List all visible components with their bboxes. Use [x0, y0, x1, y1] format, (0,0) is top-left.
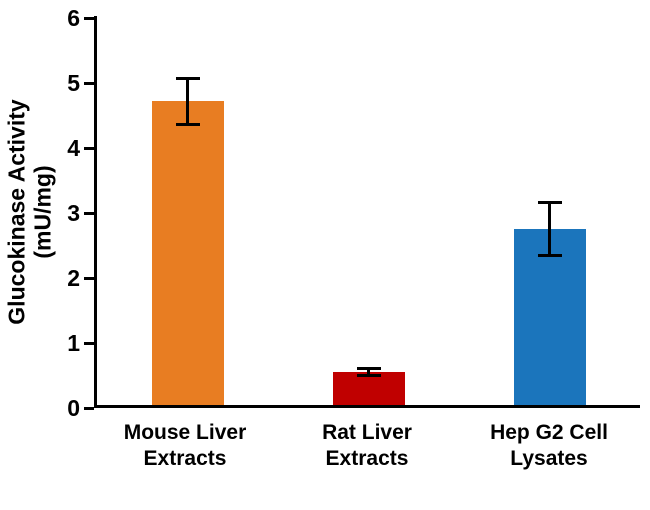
bar-hep-g2-cell-lysates [513, 229, 586, 408]
y-tick-label-5: 5 [67, 70, 80, 96]
bar-slot-hep-g2-cell-lysates [459, 18, 640, 408]
y-tick-5 [84, 81, 94, 85]
bars-group [97, 18, 640, 408]
x-category-label-rat-liver-extracts-line-1: Rat Liver [322, 421, 412, 444]
y-tick-label-4: 4 [67, 135, 80, 161]
x-axis-line [94, 405, 640, 408]
error-bar-cap-bottom [175, 122, 200, 126]
error-bar-line [186, 76, 189, 126]
error-bar-rat-liver-extracts [356, 367, 381, 378]
plot-wrapper: 0 1 2 3 4 5 6 Mouse Liver Extracts Rat Liver Extr… [48, 0, 650, 510]
x-category-label-mouse-liver-extracts: Mouse Liver Extracts [94, 420, 276, 473]
bar-rat-liver-extracts [332, 372, 405, 408]
y-axis-line [94, 16, 97, 408]
y-tick-label-3: 3 [67, 200, 80, 226]
error-bar-hep-g2-cell-lysates [537, 201, 562, 258]
x-category-label-hep-g2-cell-lysates-line-2: Lysates [510, 447, 588, 471]
y-axis-title-column: Glucokinase Activity (mU/mg) [0, 0, 56, 510]
y-tick-2 [84, 276, 94, 280]
bar-mouse-liver-extracts [151, 101, 224, 408]
x-category-label-rat-liver-extracts: Rat Liver Extracts [276, 420, 458, 473]
x-category-label-mouse-liver-extracts-line-2: Extracts [143, 447, 227, 471]
y-tick-label-6: 6 [67, 5, 80, 31]
y-tick-1 [84, 341, 94, 345]
error-bar-cap-bottom [537, 254, 562, 258]
y-tick-label-1: 1 [67, 330, 80, 356]
x-category-label-mouse-liver-extracts-line-1: Mouse Liver [123, 421, 247, 444]
plot-area: 0 1 2 3 4 5 6 [67, 5, 640, 421]
error-bar-line [548, 201, 551, 258]
y-tick-label-0: 0 [67, 395, 80, 421]
x-axis-category-labels: Mouse Liver Extracts Rat Liver Extracts Hep … [94, 408, 640, 473]
error-bar-cap-bottom [356, 374, 381, 378]
bar-slot-rat-liver-extracts [278, 18, 459, 408]
y-tick-label-2: 2 [67, 265, 80, 291]
error-bar-mouse-liver-extracts [175, 76, 200, 126]
y-tick-0 [84, 406, 94, 410]
x-category-label-hep-g2-cell-lysates-line-1: Hep G2 Cell [490, 421, 608, 444]
y-tick-4 [84, 146, 94, 150]
x-category-label-rat-liver-extracts-line-2: Extracts [325, 447, 409, 471]
x-category-label-hep-g2-cell-lysates: Hep G2 Cell Lysates [458, 420, 640, 473]
y-tick-6 [84, 16, 94, 20]
y-axis-title-line-1: Glucokinase Activity [3, 99, 30, 325]
error-bar-line [367, 367, 370, 378]
bar-slot-mouse-liver-extracts [97, 18, 278, 408]
y-tick-3 [84, 211, 94, 215]
